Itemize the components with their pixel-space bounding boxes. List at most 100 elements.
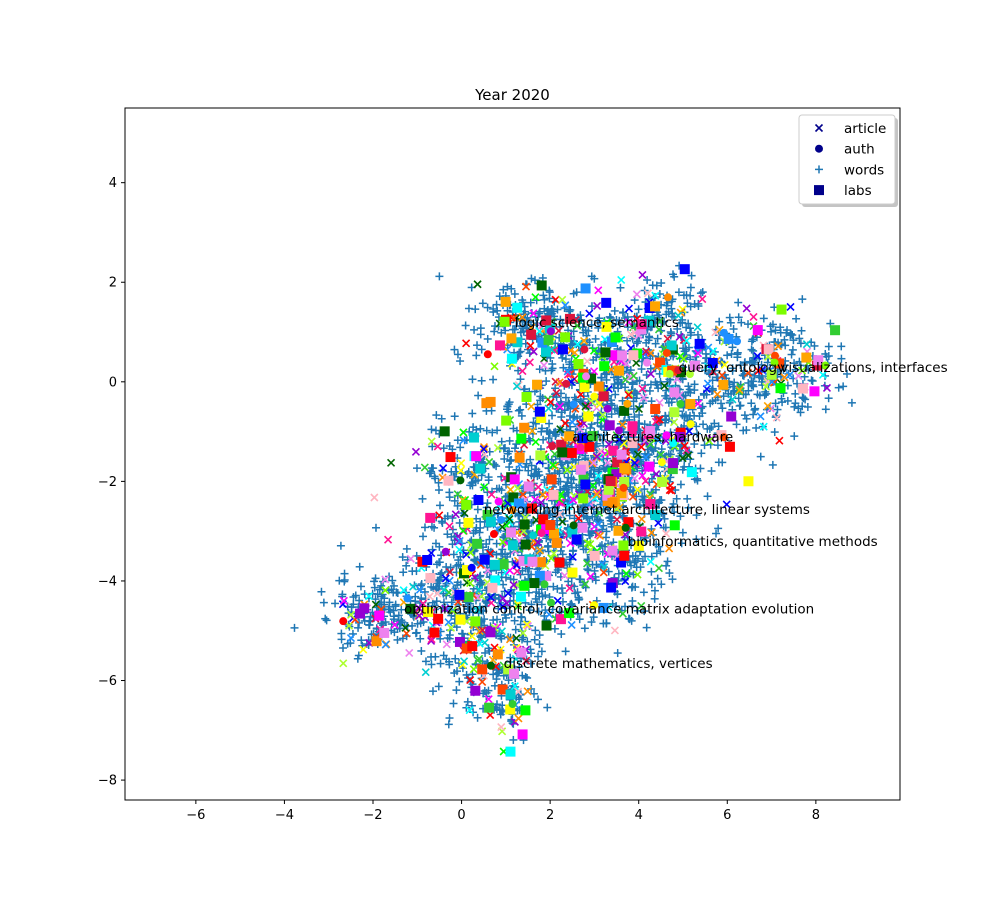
words-point — [321, 614, 330, 623]
labs-point — [657, 476, 668, 487]
labs-point — [445, 452, 456, 463]
words-point — [586, 424, 595, 433]
labs-point — [439, 426, 450, 437]
labs-point — [650, 404, 661, 415]
labs-point — [429, 627, 440, 638]
labs-point — [507, 540, 518, 551]
labs-point — [601, 297, 612, 308]
labs-point — [470, 616, 481, 627]
words-point — [781, 341, 790, 350]
labs-point — [606, 582, 617, 593]
words-point — [583, 565, 592, 574]
cluster-annotation: architectures, hardware — [572, 430, 733, 446]
labs-point — [519, 519, 530, 530]
words-point — [647, 397, 656, 406]
labs-point — [532, 379, 543, 390]
words-point — [452, 686, 461, 695]
words-point — [397, 605, 406, 614]
words-point — [824, 394, 833, 403]
auth-point — [665, 369, 674, 378]
labs-point — [668, 458, 679, 469]
labs-point — [505, 689, 516, 700]
cluster-annotation: query, ontology — [679, 360, 786, 376]
words-point — [639, 588, 648, 597]
labs-point — [443, 475, 454, 486]
labs-point — [374, 610, 385, 621]
labs-point — [485, 516, 496, 527]
cluster-annotation: bioinformatics, quantitative methods — [628, 534, 878, 550]
labs-point — [575, 464, 586, 475]
y-tick-label: 0 — [109, 375, 117, 390]
auth-point — [657, 458, 666, 467]
words-point — [529, 689, 538, 698]
cluster-annotation: optimization control, covariance matrix … — [404, 601, 814, 617]
words-point — [628, 596, 637, 605]
labs-point — [560, 332, 571, 343]
x-tick-label: 8 — [812, 808, 820, 823]
labs-point — [669, 387, 680, 398]
words-point — [762, 389, 771, 398]
auth-point — [623, 399, 632, 408]
labs-point — [617, 350, 628, 361]
labs-point — [529, 578, 540, 589]
legend: article auth words labs — [798, 114, 898, 207]
labs-point — [519, 580, 530, 591]
labs-point — [718, 379, 729, 390]
words-point — [544, 434, 553, 443]
words-point — [511, 444, 520, 453]
auth-point — [569, 521, 578, 530]
words-point — [455, 677, 464, 686]
words-point — [411, 592, 420, 601]
labs-point — [726, 411, 737, 422]
labs-point — [809, 386, 820, 397]
words-point — [794, 404, 803, 413]
labs-point — [469, 432, 480, 443]
words-point — [663, 557, 672, 566]
words-point — [714, 422, 723, 431]
labs-point — [579, 382, 590, 393]
labs-point — [467, 641, 478, 652]
y-tick-label: −2 — [98, 475, 117, 490]
labs-point — [614, 365, 625, 376]
labs-point — [475, 463, 486, 474]
words-point — [521, 673, 530, 682]
legend-label: article — [844, 121, 886, 137]
auth-point — [483, 350, 492, 359]
y-tick-label: −6 — [98, 674, 117, 689]
words-point — [543, 503, 552, 512]
auth-point — [467, 563, 476, 572]
labs-point — [520, 539, 531, 550]
words-point — [355, 618, 364, 627]
labs-point — [521, 391, 532, 402]
cluster-annotation: logic science, semantics — [515, 315, 679, 331]
auth-point — [548, 442, 557, 451]
x-tick-label: 0 — [457, 808, 465, 823]
words-point — [550, 624, 559, 633]
labs-point — [598, 391, 609, 402]
chart-title: Year 2020 — [474, 86, 550, 104]
auth-point — [590, 392, 599, 401]
labs-point — [603, 484, 614, 495]
words-point — [604, 567, 613, 576]
auth-point — [642, 358, 651, 367]
words-point — [670, 272, 679, 281]
words-point — [489, 375, 498, 384]
words-point — [453, 350, 462, 359]
words-point — [534, 607, 543, 616]
labs-point — [694, 338, 705, 349]
labs-point — [461, 499, 472, 510]
words-point — [599, 521, 608, 530]
x-tick-label: 6 — [723, 808, 731, 823]
words-point — [453, 667, 462, 676]
cluster-annotation: visualizations, interfaces — [780, 360, 947, 376]
legend-label: words — [844, 162, 884, 178]
words-point — [449, 699, 458, 708]
labs-point — [549, 528, 560, 539]
labs-point — [605, 476, 616, 487]
words-point — [579, 392, 588, 401]
words-point — [541, 606, 550, 615]
labs-point — [546, 474, 557, 485]
labs-point — [567, 567, 578, 578]
auth-point — [485, 625, 494, 634]
